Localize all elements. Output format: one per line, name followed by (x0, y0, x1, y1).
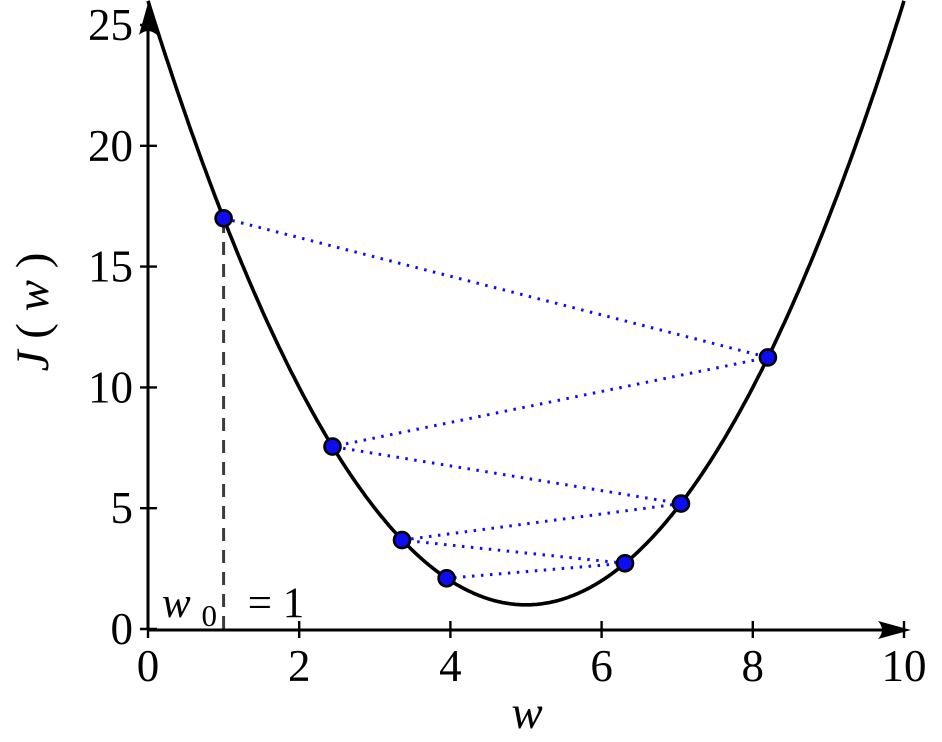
y-tick-label: 20 (88, 121, 133, 171)
descent-point (615, 553, 635, 573)
x-tick-label: 0 (137, 641, 160, 691)
x-axis-arrow-icon (878, 621, 911, 639)
y-axis-label: J ( w ) (7, 253, 59, 372)
axis-ticks: 0 2 4 6 8 10 0 5 10 15 20 25 (88, 0, 927, 691)
descent-point (671, 494, 691, 513)
x-tick-label: 8 (742, 641, 765, 691)
y-tick-label: 15 (88, 242, 133, 292)
descent-point (214, 209, 233, 228)
x-axis-label: w (511, 687, 542, 739)
y-tick-label: 25 (88, 0, 133, 50)
x-tick-label: 10 (882, 641, 927, 691)
axes (139, 3, 911, 639)
y-tick-label: 0 (111, 604, 134, 654)
w0-annotation: w 0 = 1 (162, 580, 304, 636)
y-tick-label: 5 (111, 483, 134, 533)
descent-point (758, 348, 778, 367)
x-tick-label: 2 (288, 641, 311, 691)
y-axis-arrow-icon (139, 3, 157, 35)
cost-curve (146, 0, 906, 607)
descent-point (392, 530, 412, 550)
y-tick-label: 10 (88, 362, 133, 412)
cost-curve-group (146, 0, 906, 607)
descent-point (323, 437, 342, 456)
descent-path-group (214, 209, 778, 588)
x-tick-label: 4 (439, 641, 462, 691)
x-tick-label: 6 (590, 641, 613, 691)
descent-point (437, 568, 456, 588)
